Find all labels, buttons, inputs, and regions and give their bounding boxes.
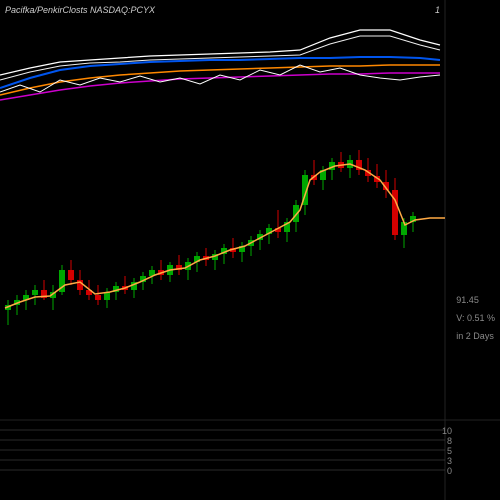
bottom-axis-tick: 3: [447, 456, 452, 466]
bottom-axis-tick: 10: [442, 426, 452, 436]
bottom-axis-tick: 5: [447, 446, 452, 456]
side-info-panel: 91.45 V: 0.51 % in 2 Days: [456, 295, 495, 341]
chart-canvas: [0, 0, 500, 500]
days-label: in 2 Days: [456, 331, 495, 341]
bottom-axis-tick: 8: [447, 436, 452, 446]
bottom-axis-tick: 0: [447, 466, 452, 476]
price-label: 91.45: [456, 295, 495, 305]
volume-label: V: 0.51 %: [456, 313, 495, 323]
